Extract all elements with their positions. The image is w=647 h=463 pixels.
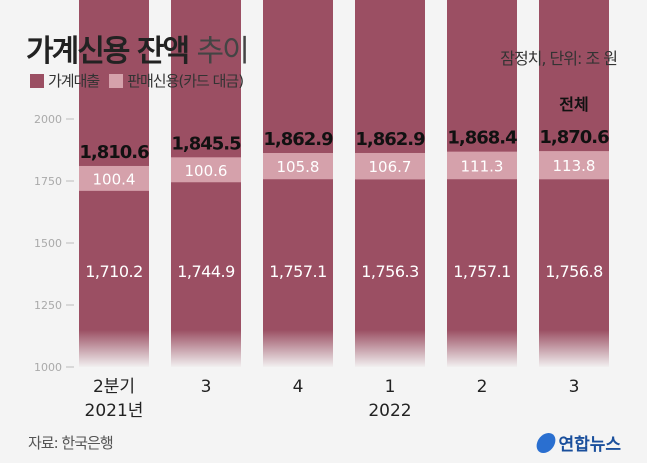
loan-label: 1,710.2: [85, 262, 143, 281]
unit-note: 잠정치, 단위: 조 원: [500, 49, 618, 68]
x-tick-label: 3: [569, 377, 580, 397]
credit-label: 113.8: [553, 157, 596, 175]
total-label: 1,862.9: [355, 129, 425, 150]
bar-loans: [355, 0, 425, 368]
legend-item-loans: 가계대출: [30, 70, 100, 91]
bar-loans: [171, 0, 241, 367]
loan-label: 1,744.9: [177, 262, 235, 281]
bar-credit: [539, 151, 609, 180]
total-label: 1,845.5: [171, 133, 241, 154]
loan-label: 1,756.8: [545, 262, 603, 281]
logo: 연합뉴스: [534, 430, 621, 455]
loan-label: 1,757.1: [269, 262, 327, 281]
total-label: 1,862.9: [263, 129, 333, 150]
loan-label: 1,756.3: [361, 262, 419, 281]
bar-credit: [79, 165, 149, 191]
bar-fade: [447, 330, 517, 368]
credit-label: 111.3: [461, 157, 504, 175]
logo-mark-icon: [534, 432, 559, 453]
x-tick-label: 3: [201, 377, 212, 397]
year-label: 2022: [368, 401, 411, 421]
year-label: 2021년: [85, 401, 144, 421]
source-note: 자료: 한국은행: [28, 434, 114, 452]
legend: 가계대출 판매신용(카드 대금): [30, 70, 244, 91]
y-tick-label: 1500: [34, 237, 62, 250]
x-tick-label: 2: [477, 377, 488, 397]
x-tick-label: 1: [385, 377, 396, 397]
y-tick-label: 1250: [34, 299, 62, 312]
credit-label: 105.8: [277, 158, 320, 176]
credit-label: 100.4: [93, 170, 136, 188]
x-tick-label: 4: [293, 377, 304, 397]
y-tick-label: 1750: [34, 175, 62, 188]
bar-credit: [355, 152, 425, 180]
bar-loans: [263, 0, 333, 367]
credit-label: 106.7: [369, 158, 412, 176]
credit-label: 100.6: [185, 162, 228, 180]
bar-credit: [171, 157, 241, 183]
y-tick-label: 2000: [34, 113, 62, 126]
total-label: 1,868.4: [447, 128, 517, 149]
bar-loans: [539, 0, 609, 367]
total-label: 1,810.6: [79, 142, 149, 163]
bar-fade: [539, 330, 609, 368]
total-annotation: 전체: [559, 95, 588, 114]
bar-fade: [263, 330, 333, 368]
bar-fade: [171, 330, 241, 368]
legend-item-credit: 판매신용(카드 대금): [109, 70, 244, 91]
bar-fade: [355, 330, 425, 368]
loan-label: 1,757.1: [453, 262, 511, 281]
bar-credit: [447, 151, 517, 180]
chart-title: 가계신용 잔액 추이: [26, 34, 250, 69]
bar-loans: [447, 0, 517, 367]
x-tick-label: 2분기: [93, 377, 135, 397]
bar-fade: [79, 330, 149, 368]
total-label: 1,870.6: [539, 127, 609, 148]
y-tick-label: 1000: [34, 361, 62, 374]
bar-credit: [263, 153, 333, 180]
